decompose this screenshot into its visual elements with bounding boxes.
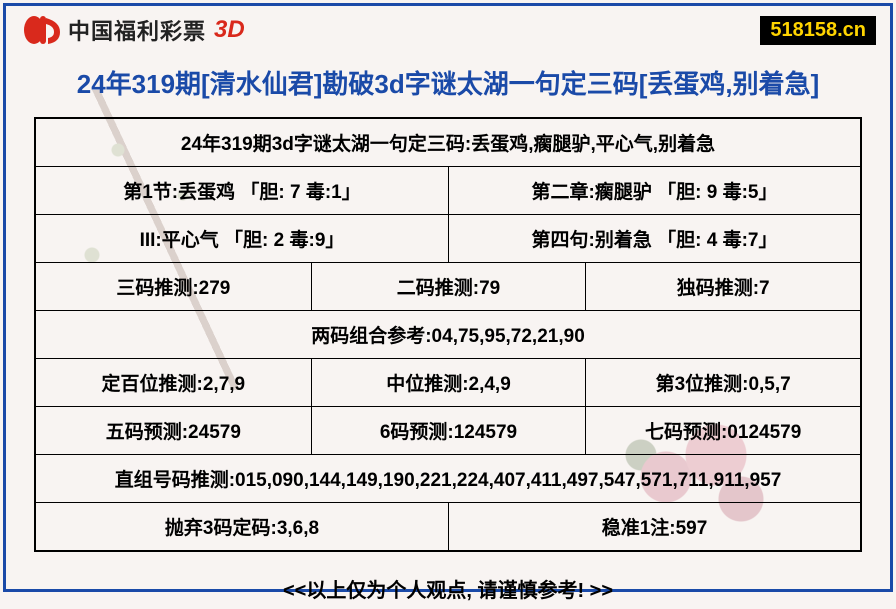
pos-middle: 中位推测:2,4,9 bbox=[311, 359, 586, 406]
pred-7: 七码预测:0124579 bbox=[585, 407, 860, 454]
pos-third: 第3位推测:0,5,7 bbox=[585, 359, 860, 406]
pred-5: 五码预测:24579 bbox=[36, 407, 311, 454]
verse-2: 第二章:瘸腿驴 「胆: 9 毒:5」 bbox=[448, 167, 860, 214]
verse-3: III:平心气 「胆: 2 毒:9」 bbox=[36, 215, 448, 262]
data-table: 24年319期3d字谜太湖一句定三码:丢蛋鸡,瘸腿驴,平心气,别着急 第1节:丢… bbox=[34, 117, 862, 552]
pos-hundred: 定百位推测:2,7,9 bbox=[36, 359, 311, 406]
row-subtitle: 24年319期3d字谜太湖一句定三码:丢蛋鸡,瘸腿驴,平心气,别着急 bbox=[36, 119, 860, 166]
brand: 中国福利彩票 3D bbox=[20, 12, 245, 48]
footnote: <<以上仅为个人观点, 请谨慎参考! >> bbox=[6, 562, 890, 609]
code1-pred: 独码推测:7 bbox=[585, 263, 860, 310]
code2-pred: 二码推测:79 bbox=[311, 263, 586, 310]
brand-logo-icon bbox=[20, 12, 62, 48]
brand-suffix: 3D bbox=[214, 16, 245, 44]
verse-4: 第四句:别着急 「胆: 4 毒:7」 bbox=[448, 215, 860, 262]
discard-3: 抛弃3码定码:3,6,8 bbox=[36, 503, 448, 550]
header: 中国福利彩票 3D 518158.cn bbox=[6, 6, 890, 52]
code3-pred: 三码推测:279 bbox=[36, 263, 311, 310]
stable-1: 稳准1注:597 bbox=[448, 503, 860, 550]
brand-text: 中国福利彩票 bbox=[68, 14, 206, 46]
pair-combo: 两码组合参考:04,75,95,72,21,90 bbox=[36, 311, 860, 358]
straight-combo: 直组号码推测:015,090,144,149,190,221,224,407,4… bbox=[36, 455, 860, 502]
verse-1: 第1节:丢蛋鸡 「胆: 7 毒:1」 bbox=[36, 167, 448, 214]
outer-frame: 中国福利彩票 3D 518158.cn 24年319期[清水仙君]勘破3d字谜太… bbox=[3, 3, 893, 592]
page-title: 24年319期[清水仙君]勘破3d字谜太湖一句定三码[丢蛋鸡,别着急] bbox=[6, 64, 890, 101]
site-badge: 518158.cn bbox=[760, 16, 876, 45]
pred-6: 6码预测:124579 bbox=[311, 407, 586, 454]
